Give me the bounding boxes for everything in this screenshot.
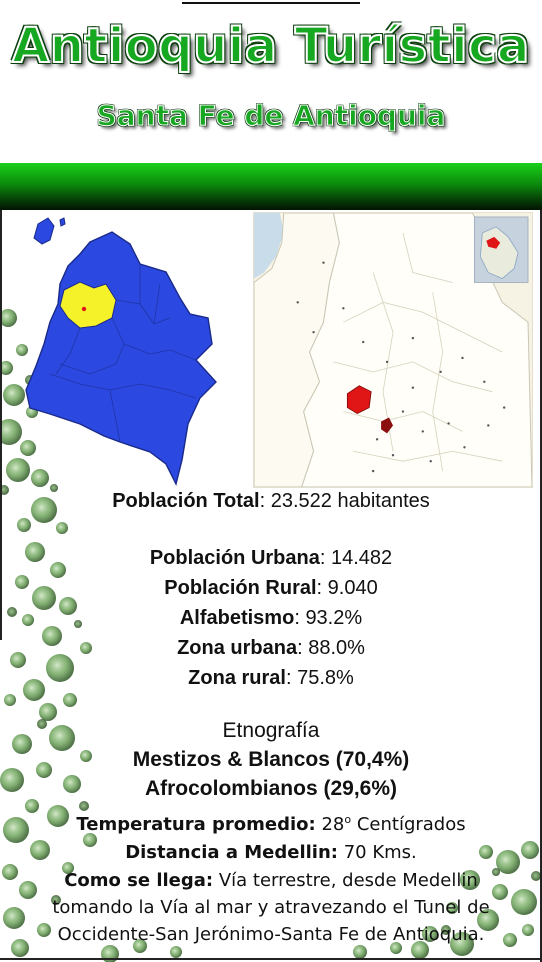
header-bar [0,163,542,210]
zona-urbana-value: 88.0% [308,637,365,659]
distancia-value: 70 Kms. [344,842,417,863]
distancia-label: Distancia a Medellin: [125,842,338,863]
temperatura-value: 28 [321,814,344,835]
stats-block: Población Total: 23.522 habitantes [0,486,542,516]
poblacion-rural: Población Rural: 9.040 [0,573,542,603]
bottom-border [0,958,542,960]
como-se-llega: Como se llega: Vía terrestre, desde Mede… [0,867,542,894]
alfabetismo: Alfabetismo: 93.2% [0,603,542,633]
zona-rural-value: 75.8% [297,667,354,689]
antioquia-map-icon [254,213,532,487]
temperatura: Temperatura promedio: 28o Centígrados [0,806,542,839]
zona-rural: Zona rural: 75.8% [0,663,542,693]
etnografia-line2: Afrocolombianos (29,6%) [145,777,397,800]
colombia-map-icon [20,214,230,489]
como-line1: Vía terrestre, desde Medellin [219,870,478,891]
page-subtitle: Santa Fe de Antioquia [0,98,542,134]
poblacion-total: Población Total: 23.522 habitantes [0,486,542,516]
alfabetismo-value: 93.2% [305,607,362,629]
alfabetismo-label: Alfabetismo [180,607,294,629]
etnografia-line1: Mestizos & Blancos (70,4%) [133,748,410,771]
poblacion-rural-value: 9.040 [328,577,378,599]
zona-urbana: Zona urbana: 88.0% [0,633,542,663]
temperatura-unit: Centígrados [357,814,466,835]
stats-detail: Población Urbana: 14.482 Población Rural… [0,543,542,693]
poblacion-urbana-value: 14.482 [331,547,392,569]
info-block: Temperatura promedio: 28o Centígrados Di… [0,806,542,948]
top-rule [182,2,360,4]
poblacion-urbana-label: Población Urbana [150,547,320,569]
poblacion-rural-label: Población Rural [164,577,316,599]
temperatura-degree: o [344,813,351,826]
zona-urbana-label: Zona urbana [177,637,297,659]
poblacion-total-label: Población Total [112,490,259,512]
zona-rural-label: Zona rural [188,667,286,689]
poblacion-urbana: Población Urbana: 14.482 [0,543,542,573]
etnografia-block: Etnografía Mestizos & Blancos (70,4%) Af… [0,716,542,803]
como-line3: Occidente-San Jerónimo-Santa Fe de Antio… [0,921,542,948]
antioquia-map-panel [253,212,533,488]
distancia: Distancia a Medellin: 70 Kms. [0,839,542,867]
etnografia-heading: Etnografía [0,716,542,745]
como-label: Como se llega: [64,870,213,891]
temperatura-label: Temperatura promedio: [76,814,315,835]
poblacion-total-value: 23.522 habitantes [271,490,430,512]
como-line2: tomando la Vía al mar y atravezando el T… [0,894,542,921]
page-title: Antioquia Turística [0,16,542,76]
